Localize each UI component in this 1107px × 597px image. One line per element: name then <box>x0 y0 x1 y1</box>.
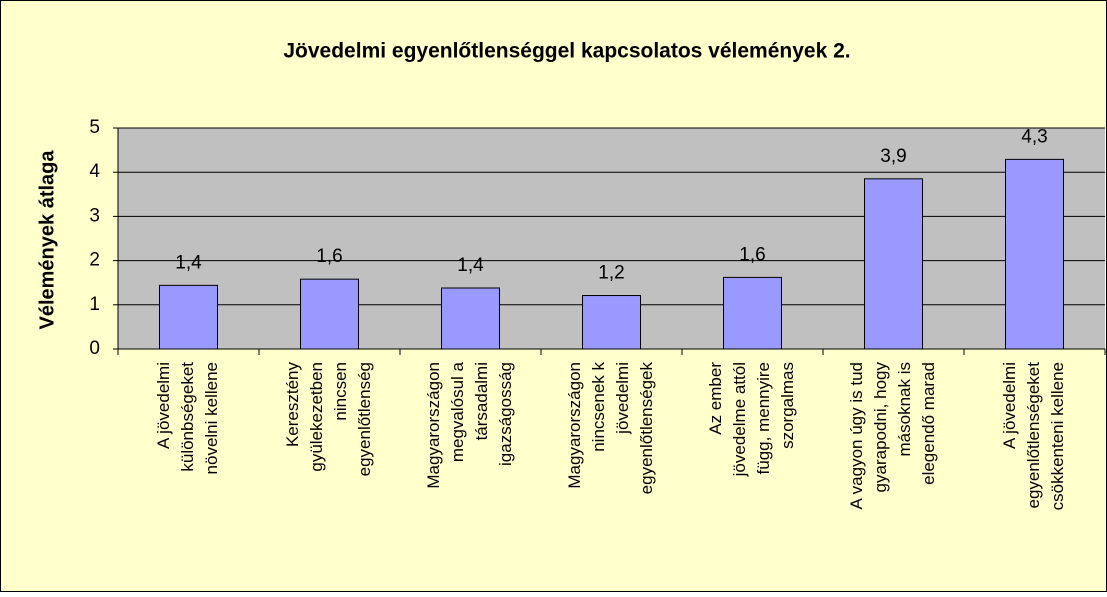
x-tick-label: gyarapodni, hogy <box>871 362 890 493</box>
data-label: 1,4 <box>175 252 202 273</box>
bar <box>1005 158 1064 350</box>
x-tick-label: elegendő marad <box>919 362 938 485</box>
y-tick-label: 0 <box>89 338 100 359</box>
x-tick-label: nincsen <box>331 362 350 421</box>
bar <box>582 295 641 350</box>
y-tick-label: 1 <box>89 294 100 315</box>
x-tick-label: egyenlőtlenségek <box>637 362 656 495</box>
data-label: 4,3 <box>1021 126 1047 147</box>
x-tick-label: szorgalmas <box>778 362 797 449</box>
y-tick-label: 2 <box>89 250 100 271</box>
x-tick-label: Az ember <box>706 362 725 435</box>
x-tick-label: egyenlőtlenségeket <box>1024 362 1043 509</box>
x-tick-label: megvalósul a <box>448 361 467 462</box>
bar <box>864 178 923 350</box>
x-tick-label: növelni kellene <box>202 362 221 474</box>
x-tick-label: A vagyon úgy is tud <box>847 362 866 509</box>
x-tick-label: egyenlőtlenség <box>355 362 374 476</box>
x-tick-label: Keresztény <box>283 362 302 448</box>
x-tick-label: igazságosság <box>496 362 515 466</box>
x-tick-label: Magyarországon <box>424 362 443 489</box>
x-tick-label: Magyarországon <box>565 362 584 489</box>
data-label: 1,4 <box>457 255 484 276</box>
data-label: 1,6 <box>316 246 342 267</box>
x-tick-label: függ, mennyire <box>754 362 773 474</box>
x-tick-label: gyülekezetben <box>307 362 326 472</box>
y-tick-label: 3 <box>89 205 100 226</box>
x-tick-label: nincsenek k <box>589 362 608 452</box>
x-tick-label: A jövedelmi <box>154 362 173 449</box>
bar <box>300 278 359 350</box>
x-tick-label: másoknak is <box>895 362 914 456</box>
data-label: 1,2 <box>598 263 624 284</box>
data-label: 1,6 <box>739 244 765 265</box>
x-tick-label: csökkenteni kellene <box>1048 362 1067 510</box>
chart-title: Jövedelmi egyenlőtlenséggel kapcsolatos … <box>283 40 850 63</box>
x-tick-label: A jövedelmi <box>1000 362 1019 449</box>
x-tick-label: különbségeket <box>178 362 197 472</box>
bar <box>723 276 782 350</box>
x-tick-label: jövedelme attól <box>730 362 749 477</box>
y-tick-label: 5 <box>89 117 100 138</box>
y-axis-label: Vélemények átlaga <box>36 150 58 330</box>
x-tick-label: jövedelmi <box>613 362 632 435</box>
x-tick-label: társadalmi <box>472 362 491 440</box>
y-tick-label: 4 <box>89 161 100 182</box>
bar <box>441 287 500 350</box>
bar <box>159 284 218 350</box>
data-label: 3,9 <box>880 146 906 167</box>
